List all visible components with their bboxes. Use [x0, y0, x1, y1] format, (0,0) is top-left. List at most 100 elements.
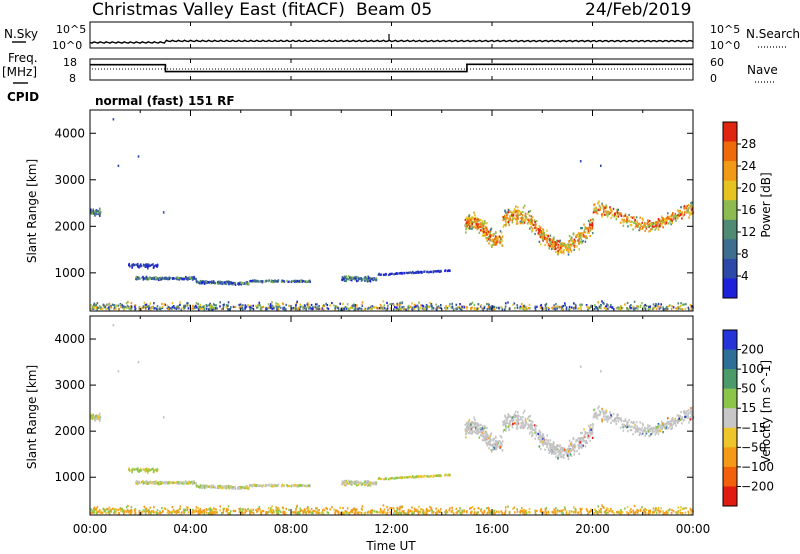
velocity-point — [588, 431, 591, 434]
velocity-point — [652, 510, 654, 513]
power-point — [477, 224, 480, 227]
power-point — [593, 204, 595, 207]
velocity-point — [516, 423, 519, 426]
power-point — [514, 307, 516, 310]
velocity-point — [522, 421, 524, 424]
power-point — [356, 304, 358, 307]
power-point — [517, 214, 519, 217]
power-point — [298, 308, 301, 311]
power-colorbar-label: Power [dB] — [759, 172, 773, 237]
power-point — [685, 303, 687, 306]
power-point — [202, 305, 204, 308]
power-point — [192, 307, 195, 310]
power-point — [225, 282, 228, 286]
power-point — [595, 307, 598, 310]
velocity-point — [674, 422, 677, 425]
velocity-point — [425, 510, 427, 513]
power-point — [456, 307, 458, 310]
velocity-point — [247, 508, 249, 511]
power-point — [163, 303, 166, 306]
power-point — [351, 276, 353, 279]
power-point — [486, 308, 489, 311]
velocity-point — [353, 507, 355, 510]
velocity-point — [487, 442, 490, 446]
velocity-point — [395, 512, 397, 515]
power-point — [275, 305, 277, 308]
power-point — [653, 225, 655, 228]
velocity-point — [578, 442, 580, 445]
power-point — [337, 308, 340, 311]
velocity-point — [261, 485, 264, 488]
power-point — [103, 306, 106, 309]
power-point — [662, 306, 664, 309]
velocity-point — [613, 512, 615, 515]
power-point — [597, 202, 599, 205]
power-point — [549, 244, 551, 248]
power-point — [123, 308, 125, 311]
velocity-point — [369, 484, 371, 487]
power-point — [135, 277, 137, 281]
power-point — [225, 306, 228, 309]
velocity-point — [647, 429, 649, 432]
velocity-point — [471, 421, 473, 424]
velocity-point — [515, 415, 518, 418]
velocity-point — [572, 448, 575, 452]
power-point — [275, 306, 278, 309]
power-point — [560, 251, 563, 254]
power-point — [495, 239, 497, 243]
cpid-label: CPID — [7, 90, 39, 104]
power-point — [95, 306, 98, 309]
power-point — [142, 275, 144, 278]
power-point — [683, 205, 686, 208]
velocity-point — [473, 508, 476, 511]
power-point — [219, 280, 221, 283]
power-point — [156, 308, 159, 311]
velocity-point — [630, 511, 632, 514]
power-point — [505, 224, 507, 227]
power-point — [666, 215, 669, 218]
velocity-point — [291, 484, 293, 487]
power-point — [690, 203, 693, 207]
power-point — [154, 307, 156, 310]
power-point — [375, 277, 377, 280]
power-point — [520, 217, 522, 220]
power-point — [598, 305, 601, 309]
velocity-point — [478, 431, 481, 434]
power-point — [494, 237, 497, 240]
power-point — [669, 220, 672, 223]
velocity-point — [260, 510, 262, 513]
power-point — [437, 270, 439, 273]
velocity-point — [570, 443, 572, 446]
power-point — [307, 306, 310, 309]
power-point — [403, 272, 405, 275]
power-point — [234, 282, 236, 285]
power-point — [576, 234, 579, 237]
velocity-point — [573, 449, 576, 452]
velocity-point — [353, 512, 356, 515]
velocity-point — [537, 432, 539, 435]
power-point — [265, 307, 268, 310]
power-point — [607, 304, 609, 307]
velocity-point — [307, 510, 310, 513]
power-point — [465, 225, 467, 228]
velocity-point — [524, 417, 527, 420]
power-point — [525, 308, 528, 311]
velocity-point — [129, 469, 131, 472]
velocity-point — [534, 509, 537, 512]
velocity-point — [646, 427, 648, 430]
power-point — [451, 306, 454, 309]
velocity-point — [591, 436, 594, 439]
power-point — [135, 263, 137, 266]
power-point — [606, 303, 608, 306]
power-point — [470, 217, 472, 220]
velocity-point — [279, 510, 282, 513]
velocity-point — [375, 510, 378, 513]
velocity-point — [574, 444, 577, 447]
power-point — [149, 308, 152, 311]
velocity-point — [396, 508, 399, 511]
power-point — [589, 229, 592, 232]
power-point — [603, 302, 605, 305]
power-point — [148, 304, 150, 308]
power-point — [580, 240, 582, 243]
velocity-point — [672, 510, 675, 513]
